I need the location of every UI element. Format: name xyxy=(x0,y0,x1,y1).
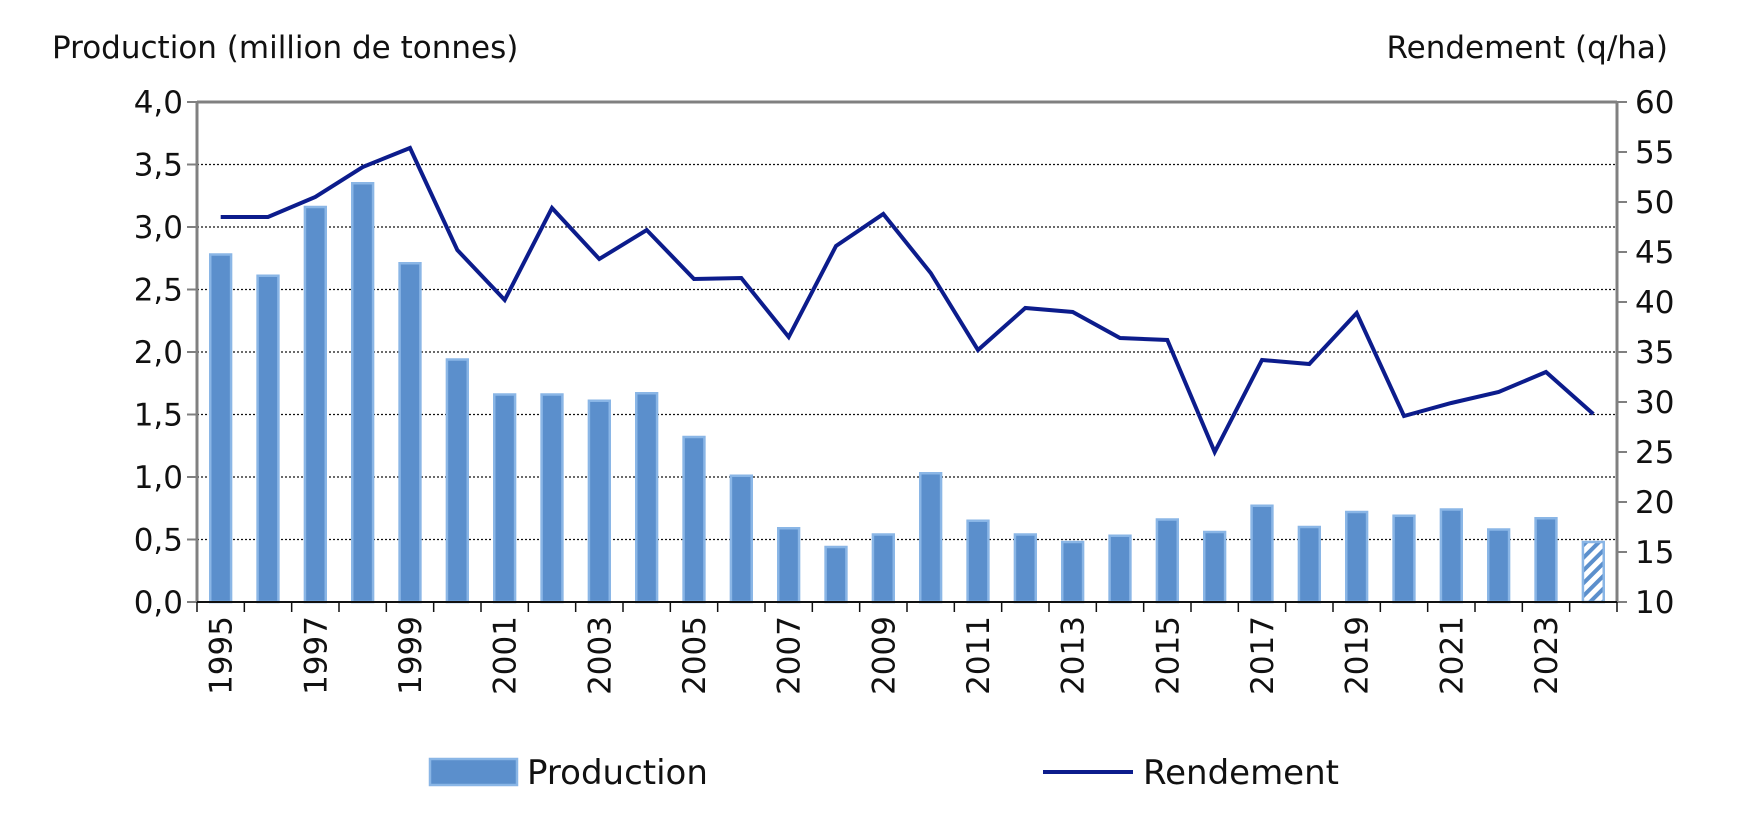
right-tick-label: 55 xyxy=(1635,135,1674,171)
production-bar-2016 xyxy=(1203,530,1227,604)
production-bar-2002 xyxy=(540,393,564,604)
left-tick-label: 0,5 xyxy=(134,523,183,559)
production-bar-2008 xyxy=(824,545,848,604)
x-tick-label: 2023 xyxy=(1529,616,1565,695)
production-bar-2019 xyxy=(1345,510,1369,604)
production-bar-2013 xyxy=(1061,540,1085,604)
right-tick-label: 50 xyxy=(1635,185,1674,221)
right-tick-label: 45 xyxy=(1635,235,1674,271)
x-tick-label: 1999 xyxy=(393,616,429,695)
x-tick-label: 1997 xyxy=(298,616,334,695)
production-bar-2003 xyxy=(587,399,611,604)
legend: Production Rendement xyxy=(428,753,1339,793)
production-bar-2011 xyxy=(966,519,990,604)
x-tick-label: 1995 xyxy=(204,616,240,695)
right-tick-label: 35 xyxy=(1635,335,1674,371)
x-tick-label: 2009 xyxy=(866,616,902,695)
production-bar-2005 xyxy=(682,435,706,604)
right-axis-title: Rendement (q/ha) xyxy=(1387,30,1669,66)
axis-ticks: 0,0 0,5 1,0 1,5 2,0 2,5 3,0 3,5 4,0 10 15 20 25 30 35 4… xyxy=(134,85,1675,695)
x-tick-label: 2017 xyxy=(1245,616,1281,695)
production-bar-2001 xyxy=(493,393,517,604)
production-bar-2000 xyxy=(445,358,469,604)
x-tick-label: 2021 xyxy=(1434,616,1470,695)
production-bar-1998 xyxy=(351,182,375,604)
gridlines xyxy=(197,163,1617,541)
production-bar-2018 xyxy=(1297,525,1321,604)
right-tick-label: 60 xyxy=(1635,85,1674,121)
legend-production-swatch xyxy=(428,757,519,787)
production-bar-2010 xyxy=(919,472,943,604)
right-tick-label: 30 xyxy=(1635,385,1674,421)
production-bar-2007 xyxy=(777,527,801,604)
left-tick-label: 0,0 xyxy=(134,585,183,621)
left-tick-label: 4,0 xyxy=(134,85,183,121)
production-bar-2022 xyxy=(1487,528,1511,604)
x-tick-label: 2007 xyxy=(772,616,808,695)
production-bar-1996 xyxy=(256,274,280,604)
right-tick-label: 10 xyxy=(1635,585,1674,621)
left-tick-label: 3,0 xyxy=(134,210,183,246)
production-bar-1995 xyxy=(209,253,233,604)
x-tick-label: 2003 xyxy=(582,616,618,695)
x-tick-label: 2015 xyxy=(1150,616,1186,695)
x-tick-label: 2019 xyxy=(1340,616,1376,695)
production-bar-2012 xyxy=(1013,533,1037,604)
production-bar-2009 xyxy=(871,533,895,604)
legend-production-label: Production xyxy=(527,753,708,793)
rendement-line-group xyxy=(220,145,1595,457)
production-bar-2014 xyxy=(1108,534,1132,604)
production-bar-2023 xyxy=(1534,517,1558,604)
production-bar-1997 xyxy=(303,205,327,604)
rendement-line xyxy=(220,145,1595,457)
production-bar-2024 xyxy=(1581,540,1605,604)
left-axis-title: Production (million de tonnes) xyxy=(52,30,518,66)
left-tick-label: 3,5 xyxy=(134,148,183,184)
legend-rendement-label: Rendement xyxy=(1143,753,1339,793)
x-tick-label: 2005 xyxy=(677,616,713,695)
production-bar-2006 xyxy=(729,474,753,604)
right-tick-label: 25 xyxy=(1635,435,1674,471)
right-tick-label: 15 xyxy=(1635,535,1674,571)
x-tick-label: 2001 xyxy=(488,616,524,695)
production-bar-1999 xyxy=(398,262,422,604)
left-tick-label: 1,5 xyxy=(134,398,183,434)
production-bar-2020 xyxy=(1392,514,1416,604)
production-bar-2021 xyxy=(1439,508,1463,604)
right-tick-label: 20 xyxy=(1635,485,1674,521)
x-tick-label: 2011 xyxy=(961,616,997,695)
left-tick-label: 2,5 xyxy=(134,273,183,309)
left-tick-label: 1,0 xyxy=(134,460,183,496)
right-tick-label: 40 xyxy=(1635,285,1674,321)
production-bar-2015 xyxy=(1155,518,1179,604)
x-tick-label: 2013 xyxy=(1056,616,1092,695)
production-bar-2017 xyxy=(1250,504,1274,604)
production-bar-2004 xyxy=(635,392,659,604)
left-tick-label: 2,0 xyxy=(134,335,183,371)
